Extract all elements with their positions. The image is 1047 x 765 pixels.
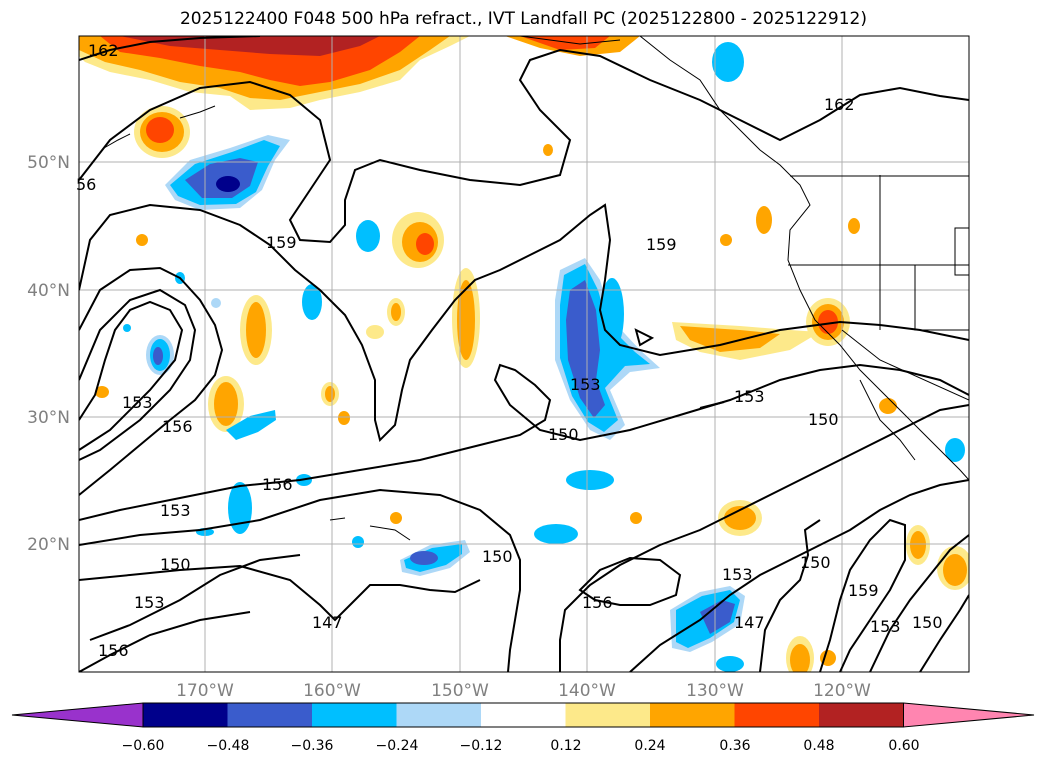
contour-label: 156 [98,641,129,660]
colorbar-tick-label: −0.12 [460,738,503,754]
contour-label: 150 [912,613,943,632]
longitude-axis: 170°W 160°W 150°W 140°W 130°W 120°W [176,681,871,701]
lat-tick-label: 30°N [27,408,70,428]
height-contours [79,36,969,672]
lon-tick-label: 140°W [558,681,616,701]
contour-label: 147 [734,613,765,632]
contour-label: 56 [76,175,96,194]
colorbar-tick-label: 0.60 [888,738,919,754]
shading-positive [79,36,969,672]
colorbar-tick-label: 0.24 [634,738,665,754]
colorbar-tick-label: 0.48 [803,738,834,754]
colorbar-swatch [734,703,820,727]
shading-negative [123,42,965,672]
colorbar-tick-label: 0.12 [550,738,581,754]
lon-tick-label: 170°W [176,681,234,701]
plot-border [78,35,970,673]
contour-label: 156 [582,593,613,612]
colorbar-swatch [650,703,735,727]
lat-tick-label: 40°N [27,281,70,301]
colorbar-tick-label: −0.24 [376,738,419,754]
contour-label: 153 [570,375,601,394]
colorbar-tick-label: −0.60 [122,738,165,754]
contour-label: 153 [722,565,753,584]
contour-label: 153 [734,387,765,406]
contour-label: 159 [266,233,297,252]
colorbar-swatch [143,703,228,727]
map-title: 2025122400 F048 500 hPa refract., IVT La… [179,9,867,29]
latitude-axis: 50°N 40°N 30°N 20°N [27,153,70,555]
contour-label: 153 [870,617,901,636]
contour-label: 159 [848,581,879,600]
gridlines [79,36,969,672]
contour-label: 150 [800,553,831,572]
contour-label: 150 [482,547,513,566]
contour-label: 162 [88,41,119,60]
colorbar-swatch [227,703,313,727]
contour-label: 156 [162,417,193,436]
contour-label: 153 [134,593,165,612]
colorbar-swatch [481,703,566,727]
coastlines [103,36,969,541]
colorbar-swatch [819,703,904,727]
contour-label: 147 [312,613,343,632]
plot-area [79,36,969,672]
lon-tick-label: 160°W [303,681,361,701]
contour-label: 156 [262,475,293,494]
lat-tick-label: 50°N [27,153,70,173]
colorbar-swatch [396,703,482,727]
contour-label: 153 [160,501,191,520]
colorbar-tick-label: −0.36 [291,738,334,754]
contour-label: 150 [808,410,839,429]
lat-tick-label: 20°N [27,535,70,555]
colorbar-extend-high [903,702,1035,728]
colorbar-swatch [565,703,651,727]
colorbar [11,702,1035,728]
lon-tick-label: 120°W [813,681,871,701]
colorbar-tick-label: 0.36 [719,738,750,754]
colorbar-swatch [312,703,397,727]
contour-label: 150 [160,555,191,574]
contour-label: 162 [824,95,855,114]
contour-label: 159 [646,235,677,254]
colorbar-tick-label: −0.48 [207,738,250,754]
colorbar-ticks: −0.60 −0.48 −0.36 −0.24 −0.12 0.12 0.24 … [122,738,920,754]
contour-label: 150 [548,425,579,444]
colorbar-border [142,702,904,728]
contour-label: 153 [122,393,153,412]
colorbar-extend-low [11,702,144,728]
lon-tick-label: 150°W [431,681,489,701]
contour-labels: 162 56 159 162 159 153 156 153 150 153 1… [76,41,943,660]
lon-tick-label: 130°W [686,681,744,701]
